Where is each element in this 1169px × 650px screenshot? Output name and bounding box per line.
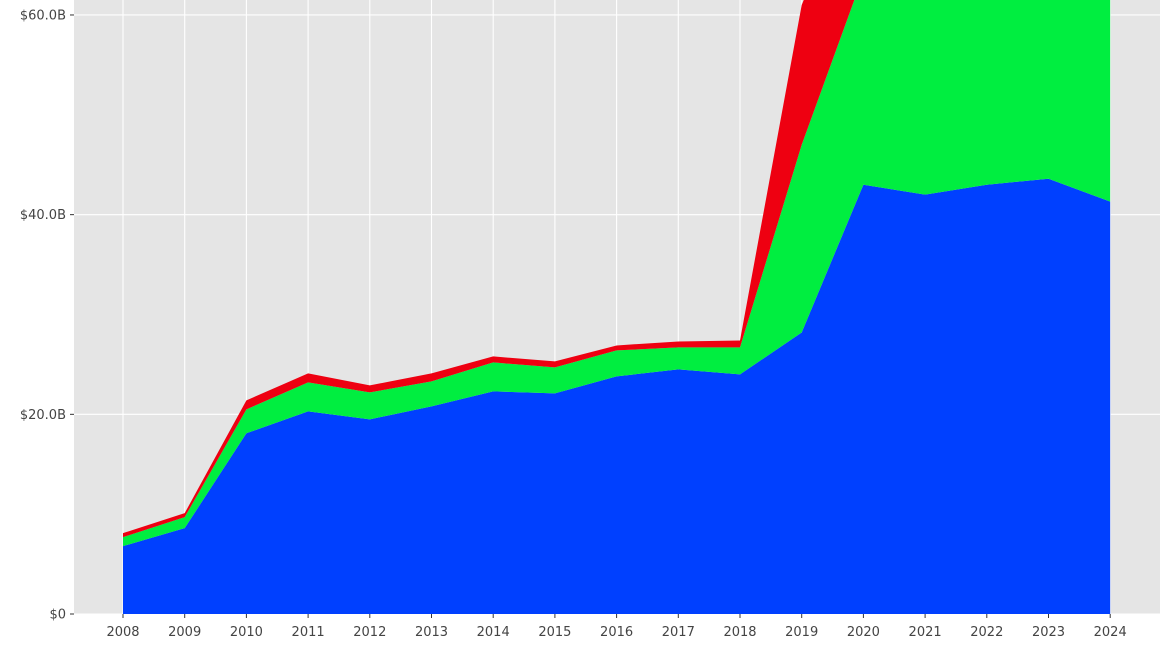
x-tick-label: 2011 bbox=[292, 625, 325, 640]
x-tick-label: 2016 bbox=[600, 625, 633, 640]
area-series-2 bbox=[123, 0, 1111, 547]
x-tick-label: 2013 bbox=[415, 625, 448, 640]
x-tick-label: 2018 bbox=[723, 625, 756, 640]
x-tick-label: 2012 bbox=[353, 625, 386, 640]
area-series-1 bbox=[123, 178, 1111, 614]
x-tick-label: 2024 bbox=[1094, 625, 1127, 640]
x-tick-label: 2021 bbox=[909, 625, 942, 640]
x-tick-label: 2019 bbox=[785, 625, 818, 640]
x-tick-label: 2023 bbox=[1032, 625, 1065, 640]
x-tick-label: 2017 bbox=[662, 625, 695, 640]
x-tick-label: 2008 bbox=[106, 625, 139, 640]
x-tick-label: 2010 bbox=[230, 625, 263, 640]
y-tick-label: $0 bbox=[49, 608, 66, 623]
x-tick-label: 2009 bbox=[168, 625, 201, 640]
x-tick-label: 2022 bbox=[970, 625, 1003, 640]
y-tick-label: $20.0B bbox=[20, 408, 66, 423]
x-tick-label: 2015 bbox=[538, 625, 571, 640]
y-tick-label: $40.0B bbox=[20, 208, 66, 223]
x-tick-label: 2020 bbox=[847, 625, 880, 640]
y-tick-label: $60.0B bbox=[20, 8, 66, 23]
x-tick-label: 2014 bbox=[477, 625, 510, 640]
